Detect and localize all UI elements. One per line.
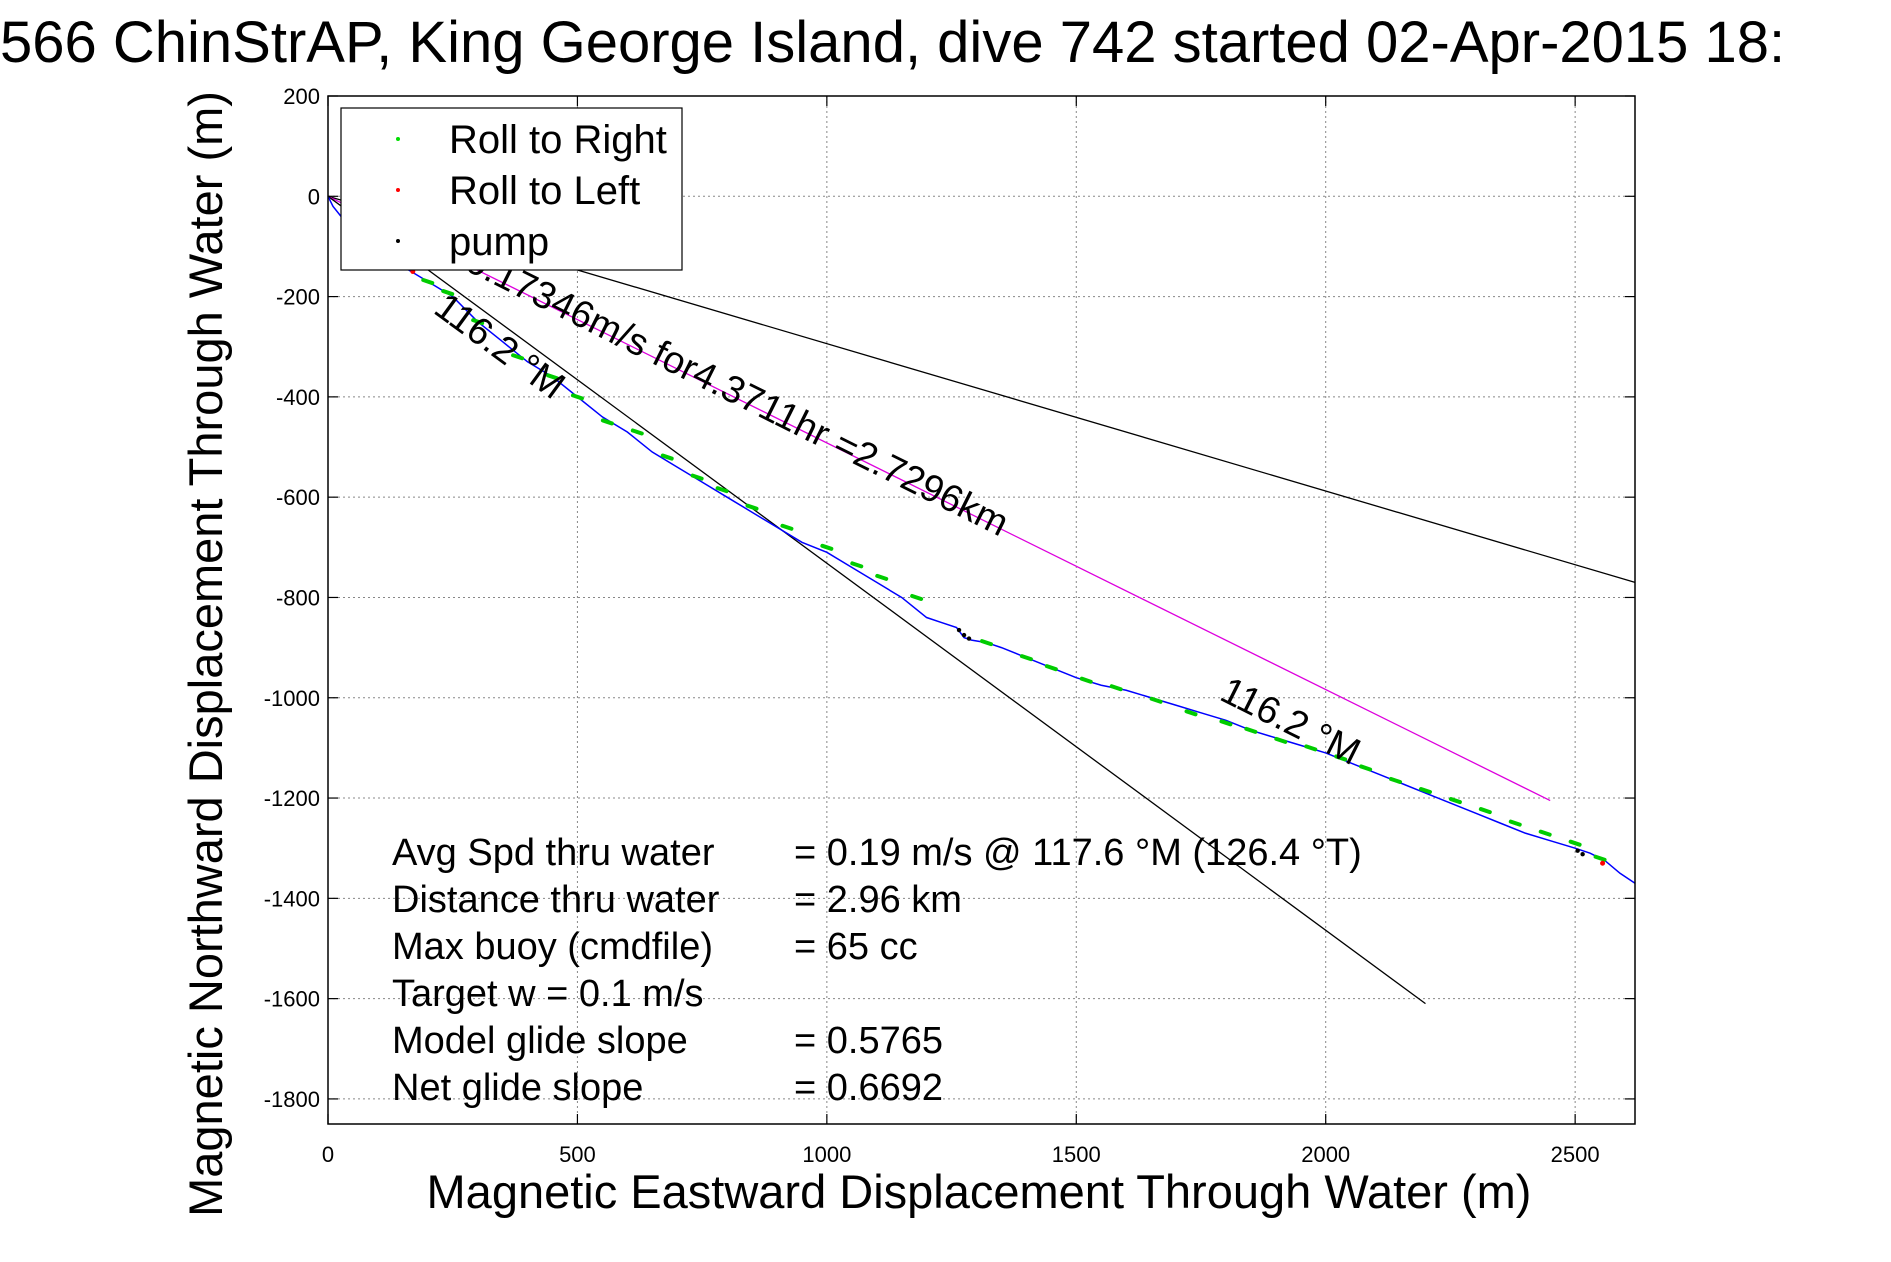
roll-right-point xyxy=(1508,819,1522,827)
model-glide-label: Model glide slope xyxy=(392,1020,688,1062)
max-buoy-label: Max buoy (cmdfile) xyxy=(392,926,713,968)
roll-right-point xyxy=(570,393,584,401)
pump-point xyxy=(961,632,967,638)
roll-right-point xyxy=(600,418,614,426)
reference-line-3 xyxy=(327,195,1426,1005)
roll-right-point xyxy=(1448,797,1462,805)
reference-line-2 xyxy=(327,195,1551,802)
model-glide-value: = 0.5765 xyxy=(794,1020,943,1062)
roll-right-point xyxy=(979,639,993,647)
axis-ticks: 0 500 1000 1500 2000 25002000-200-400-600-800… xyxy=(264,84,1635,1167)
pump-point xyxy=(966,636,972,641)
roll-right-point xyxy=(1219,719,1233,727)
target-w: Target w = 0.1 m/s xyxy=(392,973,704,1015)
roll-right-point xyxy=(1593,854,1607,862)
roll-right-point xyxy=(875,573,889,581)
roll-right-point xyxy=(1079,676,1093,684)
roll-right-point xyxy=(421,278,435,286)
heading-lower-annotation: 116.2 °M xyxy=(1214,669,1367,773)
x-tick-label: 500 xyxy=(559,1142,596,1167)
y-tick-label: -200 xyxy=(276,285,320,310)
roll-right-point xyxy=(1478,807,1492,815)
legend: Roll to Right Roll to Left pump xyxy=(340,107,683,271)
roll-right-point xyxy=(1418,787,1432,795)
roll-right-point xyxy=(630,428,644,436)
roll-right-point xyxy=(1304,744,1318,752)
roll-right-point xyxy=(1109,684,1123,692)
y-tick-label: -600 xyxy=(276,485,320,510)
roll-right-point xyxy=(1568,839,1582,847)
pump-point xyxy=(956,627,962,633)
legend-marker-roll-right xyxy=(396,137,400,141)
roll-right-point xyxy=(1274,736,1288,744)
roll-left-point xyxy=(1600,860,1606,866)
roll-right-point xyxy=(1019,654,1033,662)
roll-right-point xyxy=(1538,829,1552,837)
legend-marker-pump xyxy=(396,239,400,243)
roll-right-point xyxy=(511,353,525,361)
pump-point xyxy=(1580,852,1585,857)
y-tick-label: -1600 xyxy=(264,987,320,1012)
roll-right-point xyxy=(1359,764,1373,772)
x-tick-label: 2000 xyxy=(1301,1142,1350,1167)
x-tick-label: 1000 xyxy=(802,1142,851,1167)
max-buoy-value: = 65 cc xyxy=(794,926,918,968)
roll-right-point xyxy=(471,318,485,326)
roll-right-point xyxy=(1184,709,1198,717)
legend-label-roll-left: Roll to Left xyxy=(449,169,640,213)
distance-value: = 2.96 km xyxy=(794,879,962,921)
y-tick-label: 0 xyxy=(308,184,320,209)
y-tick-label: -1000 xyxy=(264,686,320,711)
legend-label-pump: pump xyxy=(449,220,549,264)
plot-frame xyxy=(327,95,1636,1125)
pump-point xyxy=(1575,848,1580,853)
roll-right-point xyxy=(1244,726,1258,734)
roll-right-point xyxy=(1334,754,1348,762)
distance-label: Distance thru water xyxy=(392,879,720,921)
roll-right-point xyxy=(690,473,704,481)
y-tick-label: 200 xyxy=(283,84,320,109)
roll-markers xyxy=(396,262,1607,866)
roll-right-point xyxy=(715,486,729,494)
roll-right-point xyxy=(780,523,794,531)
stats-block: Avg Spd thru water = 0.19 m/s @ 117.6 °M… xyxy=(392,832,1362,1109)
avg-speed-value: = 0.19 m/s @ 117.6 °M (126.4 °T) xyxy=(794,832,1362,874)
roll-right-point xyxy=(545,373,559,381)
roll-right-point xyxy=(850,561,864,569)
net-glide-value: = 0.6692 xyxy=(794,1067,943,1109)
roll-right-point xyxy=(910,593,924,601)
x-tick-label: 0 xyxy=(322,1142,334,1167)
y-tick-label: -1200 xyxy=(264,786,320,811)
chart-title: 566 ChinStrAP, King George Island, dive … xyxy=(0,10,1785,75)
y-tick-label: -1400 xyxy=(264,886,320,911)
x-tick-label: 1500 xyxy=(1052,1142,1101,1167)
legend-marker-roll-left xyxy=(396,188,400,192)
x-tick-label: 2500 xyxy=(1551,1142,1600,1167)
net-glide-label: Net glide slope xyxy=(392,1067,643,1109)
y-tick-label: -1800 xyxy=(264,1087,320,1112)
roll-right-point xyxy=(441,289,455,297)
roll-right-point xyxy=(745,503,759,511)
legend-label-roll-right: Roll to Right xyxy=(449,118,667,162)
roll-right-point xyxy=(820,543,834,551)
roll-right-point xyxy=(1149,696,1163,704)
avg-speed-label: Avg Spd thru water xyxy=(392,832,715,874)
roll-right-point xyxy=(1044,664,1058,672)
y-axis-label: Magnetic Northward Displacement Through … xyxy=(179,91,232,1217)
roll-right-point xyxy=(660,453,674,461)
y-tick-label: -400 xyxy=(276,385,320,410)
x-axis-label: Magnetic Eastward Displacement Through W… xyxy=(427,1165,1532,1218)
y-tick-label: -800 xyxy=(276,585,320,610)
roll-right-point xyxy=(1389,776,1403,785)
